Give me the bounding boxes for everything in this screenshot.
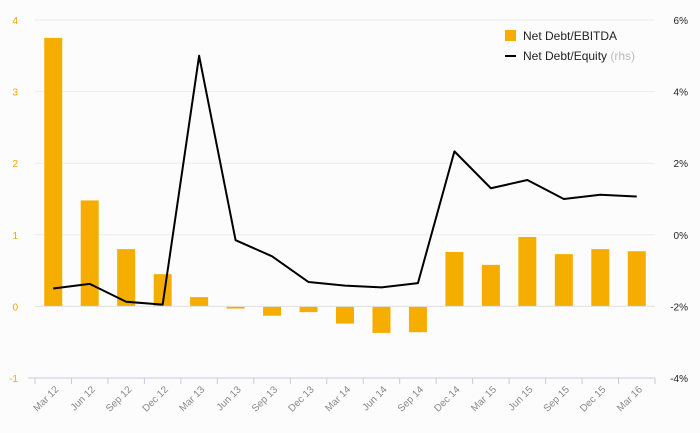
bar [190, 297, 209, 307]
legend: Net Debt/EBITDA Net Debt/Equity (rhs) [505, 29, 635, 63]
x-tick-label: Dec 13 [286, 384, 316, 414]
y-tick-left: 2 [12, 159, 18, 170]
y-tick-left: 1 [12, 231, 18, 242]
bar [518, 236, 537, 307]
bar [153, 274, 172, 307]
legend-label-net-debt-equity: Net Debt/Equity (rhs) [523, 49, 635, 63]
x-axis: Mar 12 Jun 12 Sep 12 Dec 12 Mar 13 Jun 13 Sep … [28, 377, 656, 415]
bar [263, 306, 282, 316]
y-tick-right: 6% [674, 16, 689, 27]
bar [336, 306, 354, 324]
bar [44, 37, 63, 307]
y-axis-left-ticks: 4 3 2 1 0 -1 [9, 16, 18, 385]
y-tick-left: 3 [12, 88, 18, 99]
legend-label-rhs: (rhs) [610, 49, 635, 63]
x-tick-label: Jun 13 [215, 384, 244, 413]
bar [481, 264, 500, 307]
bar [408, 306, 427, 333]
line-series [53, 54, 637, 306]
x-tick-label: Mar 13 [177, 384, 207, 414]
y-axis-right-ticks: 6% 4% 2% 0% -2% -4% [670, 16, 688, 385]
y-tick-right: 2% [674, 159, 689, 170]
x-tick-label: Mar 12 [32, 384, 62, 414]
x-tick-label: Mar 15 [469, 384, 499, 414]
x-tick-label: Mar 14 [323, 384, 353, 414]
x-tick-label: Dec 15 [578, 384, 608, 414]
bar [117, 249, 136, 307]
bar [372, 306, 391, 333]
bar [627, 251, 646, 307]
bar [80, 200, 99, 307]
x-tick-label: Mar 16 [615, 384, 645, 414]
x-tick-label: Dec 12 [141, 384, 171, 414]
x-tick-label: Jun 15 [506, 384, 535, 413]
x-tick-label: Sep 15 [542, 384, 572, 414]
x-tick-label: Sep 13 [250, 384, 280, 414]
y-tick-left: 0 [12, 302, 18, 313]
x-tick-label: Sep 14 [396, 384, 426, 414]
x-tick-label: Jun 12 [69, 384, 98, 413]
bar [591, 249, 610, 307]
y-tick-right: 0% [674, 231, 689, 242]
net-debt-equity-line [53, 54, 637, 306]
y-tick-right: 4% [674, 88, 689, 99]
bar-series [44, 37, 646, 333]
bar [226, 306, 245, 309]
y-tick-left: -1 [9, 374, 18, 385]
x-tick-label: Dec 14 [432, 384, 462, 414]
bar [445, 251, 464, 307]
bar [554, 254, 573, 307]
legend-label-net-debt-ebitda: Net Debt/EBITDA [523, 29, 617, 43]
y-tick-right: -2% [670, 302, 688, 313]
x-tick-label: Sep 12 [104, 384, 134, 414]
legend-swatch-bar [505, 30, 516, 41]
y-tick-left: 4 [12, 16, 18, 27]
legend-label-net-debt-equity-name: Net Debt/Equity [523, 49, 607, 63]
y-tick-right: -4% [670, 374, 688, 385]
x-tick-label: Jun 14 [361, 384, 390, 413]
bar [299, 306, 318, 313]
